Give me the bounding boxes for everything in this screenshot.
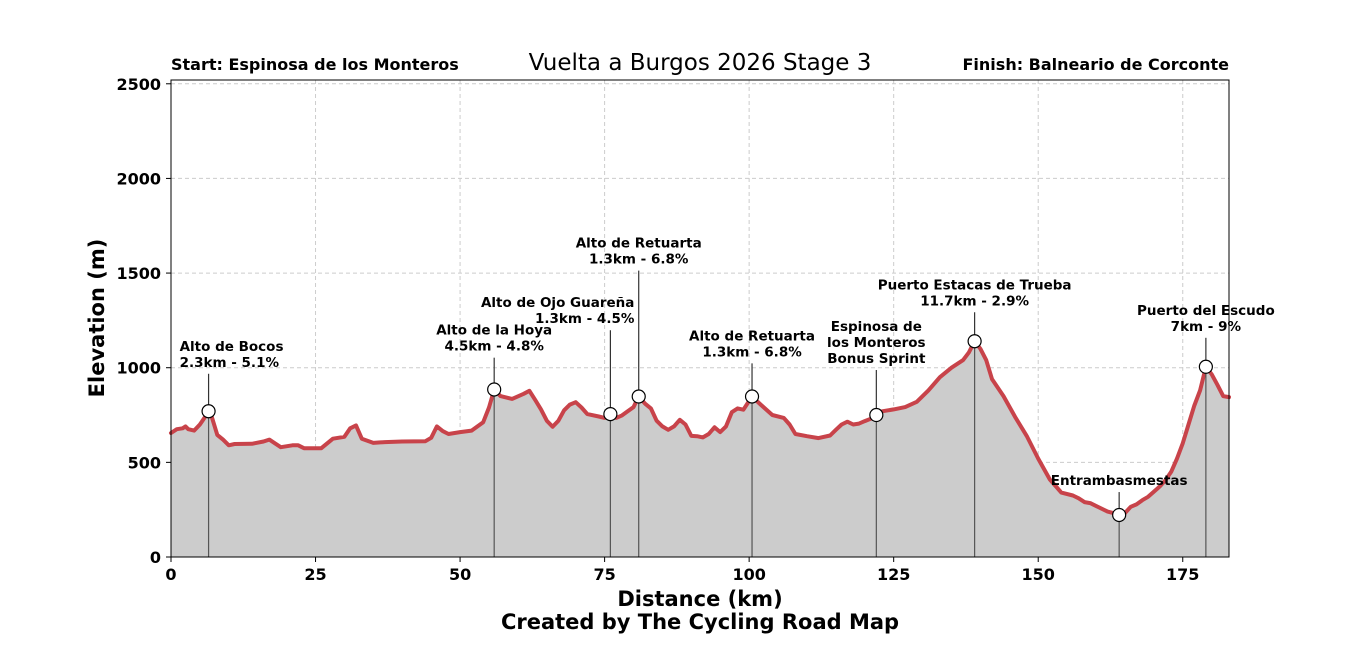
y-axis-label: Elevation (m) — [85, 239, 109, 398]
x-axis-label: Distance (km) — [617, 587, 782, 611]
credit-label: Created by The Cycling Road Map — [501, 610, 899, 634]
marker-label: Espinosa de — [831, 319, 922, 335]
chart-title: Vuelta a Burgos 2026 Stage 3 — [529, 50, 872, 76]
elevation-fill — [171, 341, 1229, 557]
x-tick-label: 175 — [1166, 565, 1199, 584]
marker-label: los Monteros — [827, 335, 926, 351]
y-tick-label: 1000 — [116, 359, 161, 378]
x-tick-label: 75 — [593, 565, 615, 584]
x-tick-label: 150 — [1022, 565, 1055, 584]
x-tick-label: 0 — [165, 565, 176, 584]
marker-label: Alto de la Hoya — [436, 323, 552, 339]
marker-point — [1112, 507, 1127, 523]
y-tick-label: 500 — [128, 453, 161, 472]
marker-label: Alto de Retuarta — [576, 236, 702, 252]
x-tick-label: 100 — [732, 565, 765, 584]
x-tick-label: 25 — [304, 565, 326, 584]
marker-point — [201, 404, 216, 419]
marker-label: Bonus Sprint — [827, 351, 926, 367]
plot-frame — [170, 79, 1230, 558]
marker-label: 4.5km - 4.8% — [444, 339, 544, 355]
marker-point — [631, 389, 646, 404]
marker-label: 1.3km - 6.8% — [702, 344, 802, 360]
profile-area — [169, 339, 1231, 557]
marker-point — [744, 389, 760, 404]
y-tick-label: 2500 — [116, 75, 161, 94]
marker-label: Alto de Bocos — [180, 339, 284, 355]
marker-point — [869, 407, 884, 423]
y-tick-label: 0 — [150, 548, 161, 567]
x-tick-label: 125 — [877, 565, 910, 584]
axis-ticks: 0 25 50 75 100 125 150 175 0 500 1000 1500 2000 2500 — [116, 75, 1199, 584]
marker-label: Puerto del Escudo — [1137, 303, 1275, 319]
marker-label: 1.3km - 4.5% — [535, 311, 635, 327]
marker-point — [967, 334, 982, 349]
x-tick-label: 50 — [449, 565, 471, 584]
marker-point — [1198, 359, 1213, 374]
marker-point — [603, 406, 618, 422]
marker-label: 7km - 9% — [1171, 319, 1242, 335]
y-tick-label: 1500 — [116, 264, 161, 283]
marker-label: 1.3km - 6.8% — [589, 252, 689, 268]
y-tick-label: 2000 — [116, 169, 161, 188]
elevation-line — [169, 339, 1231, 517]
marker-label: Alto de Ojo Guareña — [481, 295, 634, 311]
start-label: Start: Espinosa de los Monteros — [171, 55, 459, 74]
marker-label: Alto de Retuarta — [689, 328, 815, 344]
marker-label: Puerto Estacas de Trueba — [878, 277, 1072, 293]
finish-label: Finish: Balneario de Corconte — [963, 55, 1230, 74]
marker-label: 11.7km - 2.9% — [920, 293, 1029, 309]
marker-label: 2.3km - 5.1% — [180, 355, 280, 371]
marker-point — [487, 382, 502, 397]
marker-label: Entrambasmestas — [1051, 473, 1188, 489]
